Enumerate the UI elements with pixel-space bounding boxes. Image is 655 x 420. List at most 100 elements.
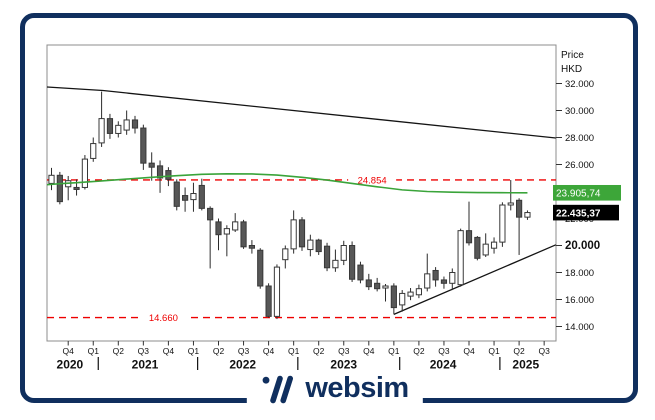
level-label-bg bbox=[139, 311, 188, 324]
candle-body-17 bbox=[182, 195, 189, 201]
candle-body-54 bbox=[490, 241, 498, 249]
candle-body-43 bbox=[399, 292, 406, 306]
price-axis-title-line1: Price bbox=[561, 50, 584, 61]
quarter-label: Q1 bbox=[188, 346, 200, 356]
quarter-label: Q2 bbox=[513, 346, 525, 356]
quarter-label: Q2 bbox=[413, 346, 425, 356]
descending-resistance-trendline bbox=[46, 86, 556, 139]
candle-body-50 bbox=[457, 230, 464, 286]
candle-body-12 bbox=[140, 127, 147, 164]
quarter-label: Q3 bbox=[538, 346, 550, 356]
candle-body-56 bbox=[507, 202, 514, 206]
price-badge-bg bbox=[553, 184, 621, 201]
candle-body-10 bbox=[123, 119, 130, 131]
y-tick-label: 26.000 bbox=[565, 160, 594, 171]
quarter-label: Q3 bbox=[138, 346, 150, 356]
candle-body-20 bbox=[207, 207, 214, 221]
candle-body-51 bbox=[465, 230, 473, 244]
year-label: 2024 bbox=[430, 358, 457, 372]
candle-body-4 bbox=[73, 186, 80, 190]
y-tick-label: 32.000 bbox=[565, 79, 594, 90]
candle-body-42 bbox=[390, 285, 397, 309]
year-label: 2022 bbox=[229, 358, 256, 372]
level-label-bg bbox=[348, 173, 397, 186]
candle-body-18 bbox=[190, 193, 197, 201]
websim-logo-text: websim bbox=[305, 372, 409, 404]
quarter-label: Q3 bbox=[338, 346, 350, 356]
candle-body-44 bbox=[407, 291, 414, 297]
quarter-label: Q4 bbox=[163, 346, 175, 356]
quarter-label: Q2 bbox=[113, 346, 125, 356]
candle-body-45 bbox=[415, 288, 422, 296]
candle-body-55 bbox=[499, 204, 506, 243]
price-badge-label: 23.905,74 bbox=[556, 189, 601, 200]
quarter-label: Q3 bbox=[238, 346, 250, 356]
candle-body-15 bbox=[165, 170, 172, 180]
candle-body-57 bbox=[516, 199, 523, 218]
candle-body-33 bbox=[315, 239, 322, 253]
candle-body-1 bbox=[48, 174, 55, 184]
candle-body-52 bbox=[474, 236, 481, 259]
quarter-label: Q1 bbox=[288, 346, 300, 356]
candle-body-31 bbox=[298, 219, 306, 248]
candle-body-5 bbox=[81, 158, 89, 188]
candle-body-48 bbox=[440, 279, 448, 284]
quarter-label: Q4 bbox=[363, 346, 375, 356]
candle-body-19 bbox=[198, 184, 205, 209]
y-tick-label: 30.000 bbox=[565, 106, 594, 117]
candle-body-11 bbox=[131, 119, 139, 129]
candle-body-34 bbox=[323, 245, 331, 269]
year-label: 2023 bbox=[330, 358, 357, 372]
candle-body-26 bbox=[257, 249, 264, 287]
candle-body-47 bbox=[432, 269, 439, 281]
ascending-support-trendline bbox=[393, 244, 557, 315]
candle-body-25 bbox=[248, 245, 256, 249]
quarter-label: Q2 bbox=[313, 346, 325, 356]
candle-body-39 bbox=[365, 279, 372, 288]
quarter-label: Q1 bbox=[88, 346, 100, 356]
y-tick-label: 16.000 bbox=[565, 295, 594, 306]
candle-body-36 bbox=[340, 245, 347, 261]
candle-body-38 bbox=[357, 264, 364, 281]
plot-area: 24.85414.66032.00030.00028.00026.00024.0… bbox=[46, 44, 621, 372]
level-label: 14.660 bbox=[149, 313, 178, 324]
level-label: 24.854 bbox=[358, 175, 387, 186]
candle-body-29 bbox=[282, 248, 289, 261]
candle-body-27 bbox=[265, 285, 272, 317]
ma-line bbox=[46, 173, 528, 194]
y-tick-label: 20.000 bbox=[565, 240, 600, 252]
candle-body-30 bbox=[290, 219, 297, 250]
candle-body-23 bbox=[232, 221, 239, 231]
year-label: 2020 bbox=[57, 358, 84, 372]
candle-body-8 bbox=[106, 118, 114, 134]
candle-body-13 bbox=[148, 162, 155, 168]
candle-body-58 bbox=[524, 212, 531, 218]
price-axis-title-line2: HKD bbox=[561, 64, 582, 75]
candle-body-32 bbox=[307, 239, 314, 251]
candle-body-22 bbox=[223, 228, 230, 235]
candle-body-28 bbox=[273, 266, 281, 317]
quarter-label: Q1 bbox=[488, 346, 500, 356]
candle-body-9 bbox=[115, 124, 122, 134]
quarter-label: Q4 bbox=[463, 346, 475, 356]
price-badge-label: 22.435,37 bbox=[556, 208, 601, 219]
candle-body-37 bbox=[349, 245, 356, 280]
candle-body-53 bbox=[482, 243, 489, 256]
websim-logo-icon bbox=[262, 375, 293, 404]
quarter-label: Q4 bbox=[263, 346, 275, 356]
websim-logo: websim bbox=[246, 371, 423, 406]
year-label: 2021 bbox=[132, 358, 159, 372]
y-tick-label: 28.000 bbox=[565, 133, 594, 144]
candle-body-35 bbox=[332, 259, 339, 269]
year-label: 2025 bbox=[512, 358, 539, 372]
y-tick-label: 18.000 bbox=[565, 268, 594, 279]
candle-body-41 bbox=[382, 285, 389, 289]
candle-body-7 bbox=[98, 118, 105, 144]
candle-body-49 bbox=[449, 272, 456, 284]
candle-body-24 bbox=[240, 221, 247, 248]
candle-body-2 bbox=[56, 174, 63, 203]
quarter-label: Q2 bbox=[213, 346, 225, 356]
quarter-label: Q4 bbox=[63, 346, 75, 356]
